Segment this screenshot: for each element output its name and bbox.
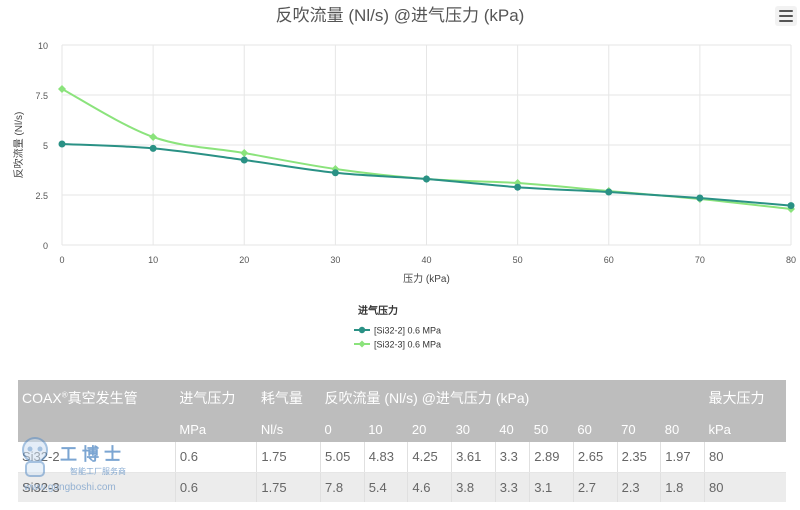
- data-point: [240, 156, 248, 164]
- cell-flow: 4.6: [407, 472, 452, 502]
- cell-inlet: 0.6: [174, 472, 257, 502]
- data-point: [149, 144, 157, 152]
- cell-flow: 2.3: [616, 472, 661, 502]
- cell-flow: 1.8: [660, 472, 705, 502]
- cell-flow: 2.7: [572, 472, 618, 502]
- hamburger-menu-icon: [779, 10, 793, 22]
- header-pressure: 70: [617, 416, 661, 442]
- x-tick-label: 80: [786, 255, 796, 265]
- cell-consumption: 1.75: [256, 442, 321, 473]
- cell-model: Si32-3: [18, 472, 176, 502]
- table-header-row-2: MPa Nl/s 0 10 20 30 40 50 60 70 80 kPa: [18, 416, 786, 442]
- legend-marker: [358, 326, 366, 334]
- header-pressure: 20: [407, 416, 452, 442]
- x-tick-label: 70: [695, 255, 705, 265]
- y-tick-label: 5: [43, 141, 48, 151]
- table-header-row-1: COAX®真空发生管 进气压力 耗气量 反吹流量 (Nl/s) @进气压力 (k…: [18, 380, 786, 416]
- header-pressure: 0: [320, 416, 365, 442]
- cell-flow: 4.83: [363, 442, 408, 473]
- header-pressure: 50: [529, 416, 574, 442]
- header-pressure: 30: [451, 416, 496, 442]
- x-axis-label: 压力 (kPa): [403, 272, 450, 285]
- table-row: Si32-2 0.6 1.75 5.05 4.83 4.25 3.61 3.3 …: [18, 442, 786, 473]
- x-tick-label: 40: [421, 255, 431, 265]
- cell-flow: 3.61: [451, 442, 496, 473]
- header-inlet-unit: MPa: [175, 416, 257, 442]
- legend-entry: [Si32-3] 0.6 MPa: [374, 340, 441, 350]
- x-tick-label: 20: [239, 255, 249, 265]
- cell-flow: 5.05: [320, 442, 365, 473]
- cell-max: 80: [703, 472, 786, 502]
- y-tick-label: 10: [38, 41, 48, 51]
- header-consumption-unit: Nl/s: [256, 416, 321, 442]
- data-point: [149, 133, 158, 141]
- y-tick-label: 0: [43, 241, 48, 251]
- header-pressure: 60: [573, 416, 618, 442]
- cell-flow: 3.3: [494, 442, 530, 473]
- cell-flow: 3.1: [529, 472, 574, 502]
- data-point: [514, 183, 522, 191]
- cell-inlet: 0.6: [174, 442, 257, 473]
- legend-marker: [358, 340, 366, 348]
- cell-flow: 5.4: [363, 472, 408, 502]
- header-pressure: 10: [364, 416, 408, 442]
- header-max-unit: kPa: [704, 416, 786, 442]
- header-flow: 反吹流量 (Nl/s) @进气压力 (kPa): [320, 380, 705, 416]
- cell-consumption: 1.75: [256, 472, 321, 502]
- cell-flow: 2.89: [529, 442, 574, 473]
- data-point: [605, 188, 613, 196]
- cell-flow: 4.25: [407, 442, 452, 473]
- legend-title: 进气压力: [358, 304, 398, 317]
- cell-max: 80: [703, 442, 786, 473]
- data-point: [423, 175, 430, 183]
- line-chart: 反吹流量 (Nl/s) @进气压力 (kPa) 0 2.5 5 7.5 10 0 10 20 30…: [12, 6, 796, 350]
- cell-flow: 7.8: [320, 472, 365, 502]
- data-point: [787, 202, 795, 210]
- x-tick-label: 60: [604, 255, 614, 265]
- x-tick-label: 50: [513, 255, 523, 265]
- specs-table: COAX®真空发生管 进气压力 耗气量 反吹流量 (Nl/s) @进气压力 (k…: [18, 380, 786, 502]
- cell-flow: 3.8: [451, 472, 496, 502]
- data-point: [696, 194, 704, 202]
- cell-flow: 2.35: [616, 442, 661, 473]
- chart-menu-button[interactable]: [775, 6, 797, 26]
- x-tick-label: 10: [148, 255, 158, 265]
- data-point: [58, 140, 66, 148]
- data-point: [331, 169, 339, 177]
- cell-flow: 3.3: [494, 472, 530, 502]
- chart-title: 反吹流量 (Nl/s) @进气压力 (kPa): [276, 6, 525, 25]
- y-tick-label: 7.5: [35, 91, 48, 101]
- legend-entry: [Si32-2] 0.6 MPa: [374, 326, 441, 336]
- chart-area: 反吹流量 (Nl/s) @进气压力 (kPa) 0 2.5 5 7.5 10 0 10 20 30…: [12, 6, 797, 350]
- cell-flow: 1.97: [660, 442, 705, 473]
- y-tick-label: 2.5: [35, 191, 48, 201]
- header-max-pressure: 最大压力: [704, 380, 786, 416]
- header-pressure: 40: [495, 416, 530, 442]
- header-inlet-pressure: 进气压力: [175, 380, 257, 416]
- header-model-unit: [18, 416, 176, 442]
- data-point: [240, 149, 249, 157]
- cell-model: Si32-2: [18, 442, 176, 473]
- y-axis-label: 反吹流量 (Nl/s): [12, 112, 25, 179]
- cell-flow: 2.65: [572, 442, 618, 473]
- data-point: [58, 85, 66, 93]
- header-model: COAX®真空发生管: [18, 380, 176, 416]
- header-consumption: 耗气量: [256, 380, 321, 416]
- header-pressure: 80: [660, 416, 705, 442]
- x-tick-label: 0: [59, 255, 64, 265]
- table-row: Si32-3 0.6 1.75 7.8 5.4 4.6 3.8 3.3 3.1 …: [18, 472, 786, 502]
- x-tick-label: 30: [330, 255, 340, 265]
